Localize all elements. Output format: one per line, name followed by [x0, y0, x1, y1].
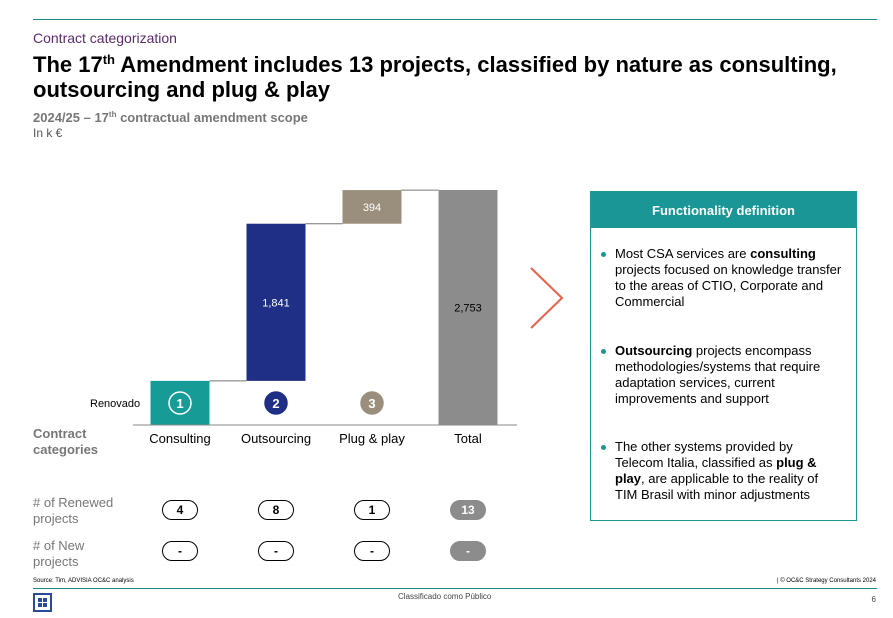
company-logo [33, 593, 52, 612]
new-count-outsourcing: - [258, 541, 294, 561]
top-rule [33, 19, 877, 20]
chevron-right-icon [530, 267, 564, 329]
category-label: Total [454, 431, 482, 446]
definition-item-consulting: Most CSA services are consulting project… [601, 246, 842, 309]
page-number: 6 [871, 595, 876, 604]
new-count-total: - [450, 541, 486, 561]
classification-label: Classificado como Público [398, 592, 492, 601]
source-note: Source: Tim, ADVISIA OC&C analysis [33, 578, 134, 584]
definition-title: Functionality definition [591, 192, 856, 228]
definition-item-plug-play: The other systems provided by Telecom It… [601, 439, 843, 503]
page-title: The 17th Amendment includes 13 projects,… [33, 52, 837, 102]
category-number: 3 [368, 396, 375, 411]
copyright: | © OC&C Strategy Consultants 2024 [776, 578, 876, 584]
definition-item-outsourcing: Outsourcing projects encompass methodolo… [601, 343, 843, 407]
bar-4 [438, 190, 498, 425]
contract-categories-label: Contract categories [33, 426, 99, 457]
bar-2 [246, 223, 306, 381]
new-count-consulting: - [162, 541, 198, 561]
renewed-projects-label: # of Renewed projects [33, 495, 114, 526]
chart-subtitle: 2024/25 – 17th contractual amendment sco… [33, 110, 308, 125]
category-label: Plug & play [339, 431, 405, 446]
unit-label: In k € [33, 126, 63, 140]
renewed-count-consulting: 4 [162, 500, 198, 520]
category-number-circle [264, 391, 288, 415]
footer-rule [33, 588, 877, 589]
bar-value-label: 1,841 [262, 297, 290, 309]
new-projects-label: # of New projects [33, 538, 85, 569]
renovado-label: Renovado [90, 398, 141, 410]
bar-value-label: 2,753 [454, 303, 482, 315]
category-number: 2 [272, 396, 279, 411]
category-number-circle [360, 391, 384, 415]
bar-3 [342, 190, 402, 224]
section-label: Contract categorization [33, 30, 177, 46]
category-number-circle [168, 391, 192, 415]
bar-value-label: 394 [363, 202, 381, 214]
functionality-definition-box: Functionality definition Most CSA servic… [590, 191, 857, 521]
category-number: 1 [176, 396, 183, 411]
new-count-plug-play: - [354, 541, 390, 561]
renewed-count-plug-play: 1 [354, 500, 390, 520]
renewed-count-outsourcing: 8 [258, 500, 294, 520]
category-label: Consulting [149, 431, 210, 446]
category-label: Outsourcing [241, 431, 311, 446]
renewed-count-total: 13 [450, 500, 486, 520]
